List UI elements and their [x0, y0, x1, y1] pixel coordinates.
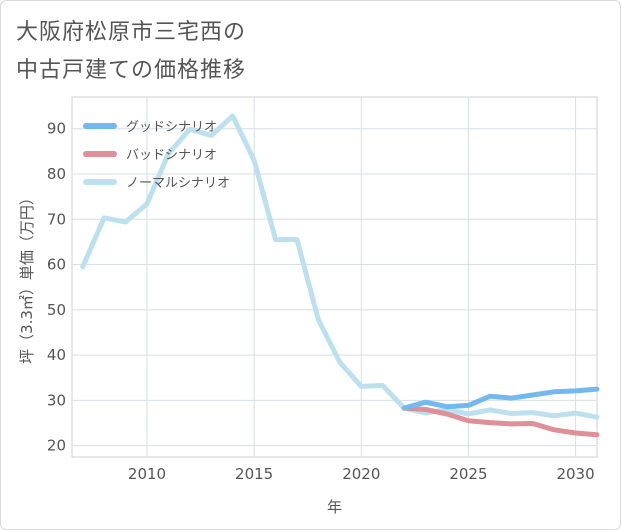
x-tick-label: 2030: [556, 465, 594, 483]
y-tick-label: 50: [47, 301, 66, 319]
x-tick-label: 2015: [235, 465, 273, 483]
y-axis-label: 坪（3.3㎡）単価（万円）: [18, 190, 36, 364]
series-line-0: [401, 386, 600, 411]
series-lines: [80, 113, 600, 438]
y-tick-label: 40: [47, 346, 66, 364]
y-tick-label: 60: [47, 256, 66, 274]
y-tick-label: 30: [47, 391, 66, 409]
legend-label: グッドシナリオ: [126, 120, 217, 135]
x-axis-label: 年: [327, 498, 342, 516]
x-tick-label: 2025: [449, 465, 487, 483]
x-tick-label: 2020: [342, 465, 380, 483]
chart-title-line-1: 大阪府松原市三宅西の: [16, 20, 247, 45]
y-tick-label: 70: [47, 210, 66, 228]
chart-title-line-2: 中古戸建ての価格推移: [16, 58, 247, 83]
series-line-2: [80, 113, 600, 420]
y-tick-label: 20: [47, 437, 66, 455]
chart-title: 大阪府松原市三宅西の 中古戸建ての価格推移: [16, 14, 246, 90]
x-tick-label: 2010: [128, 465, 166, 483]
y-tick-label: 90: [47, 120, 66, 138]
series-line-1: [401, 405, 600, 438]
legend-label: バッドシナリオ: [126, 148, 217, 163]
y-tick-label: 80: [47, 165, 66, 183]
legend-label: ノーマルシナリオ: [126, 176, 230, 191]
